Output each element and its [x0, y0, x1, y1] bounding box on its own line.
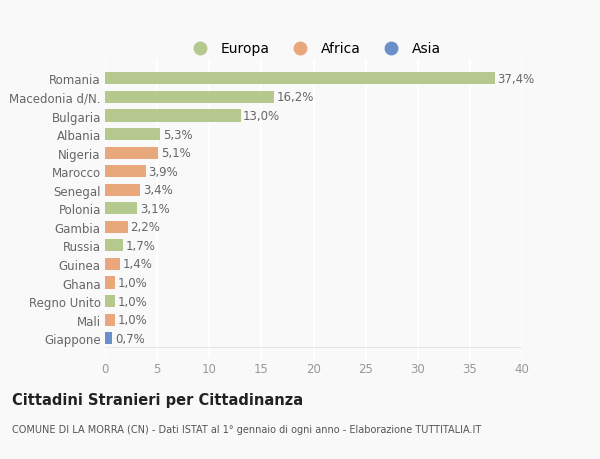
Legend: Europa, Africa, Asia: Europa, Africa, Asia — [180, 37, 447, 62]
Bar — [105, 221, 128, 233]
Text: COMUNE DI LA MORRA (CN) - Dati ISTAT al 1° gennaio di ogni anno - Elaborazione T: COMUNE DI LA MORRA (CN) - Dati ISTAT al … — [12, 425, 481, 435]
Bar — [105, 277, 115, 289]
Text: 5,1%: 5,1% — [161, 147, 191, 160]
Bar — [105, 110, 241, 122]
Text: 3,1%: 3,1% — [140, 202, 170, 215]
Text: 1,0%: 1,0% — [118, 276, 148, 289]
Text: 2,2%: 2,2% — [131, 221, 160, 234]
Bar — [105, 73, 495, 85]
Text: 1,4%: 1,4% — [122, 258, 152, 271]
Text: Cittadini Stranieri per Cittadinanza: Cittadini Stranieri per Cittadinanza — [12, 392, 303, 408]
Bar — [105, 314, 115, 326]
Text: 13,0%: 13,0% — [243, 110, 280, 123]
Bar — [105, 296, 115, 308]
Bar — [105, 185, 140, 196]
Text: 37,4%: 37,4% — [497, 73, 535, 86]
Bar — [105, 166, 146, 178]
Bar — [105, 240, 123, 252]
Bar — [105, 92, 274, 104]
Text: 3,9%: 3,9% — [148, 165, 178, 178]
Text: 16,2%: 16,2% — [277, 91, 314, 104]
Text: 5,3%: 5,3% — [163, 129, 193, 141]
Text: 0,7%: 0,7% — [115, 332, 145, 345]
Text: 1,0%: 1,0% — [118, 295, 148, 308]
Bar — [105, 147, 158, 159]
Bar — [105, 203, 137, 215]
Bar — [105, 332, 112, 344]
Text: 1,0%: 1,0% — [118, 313, 148, 326]
Text: 1,7%: 1,7% — [125, 240, 155, 252]
Bar — [105, 129, 160, 141]
Text: 3,4%: 3,4% — [143, 184, 173, 197]
Bar — [105, 258, 119, 270]
